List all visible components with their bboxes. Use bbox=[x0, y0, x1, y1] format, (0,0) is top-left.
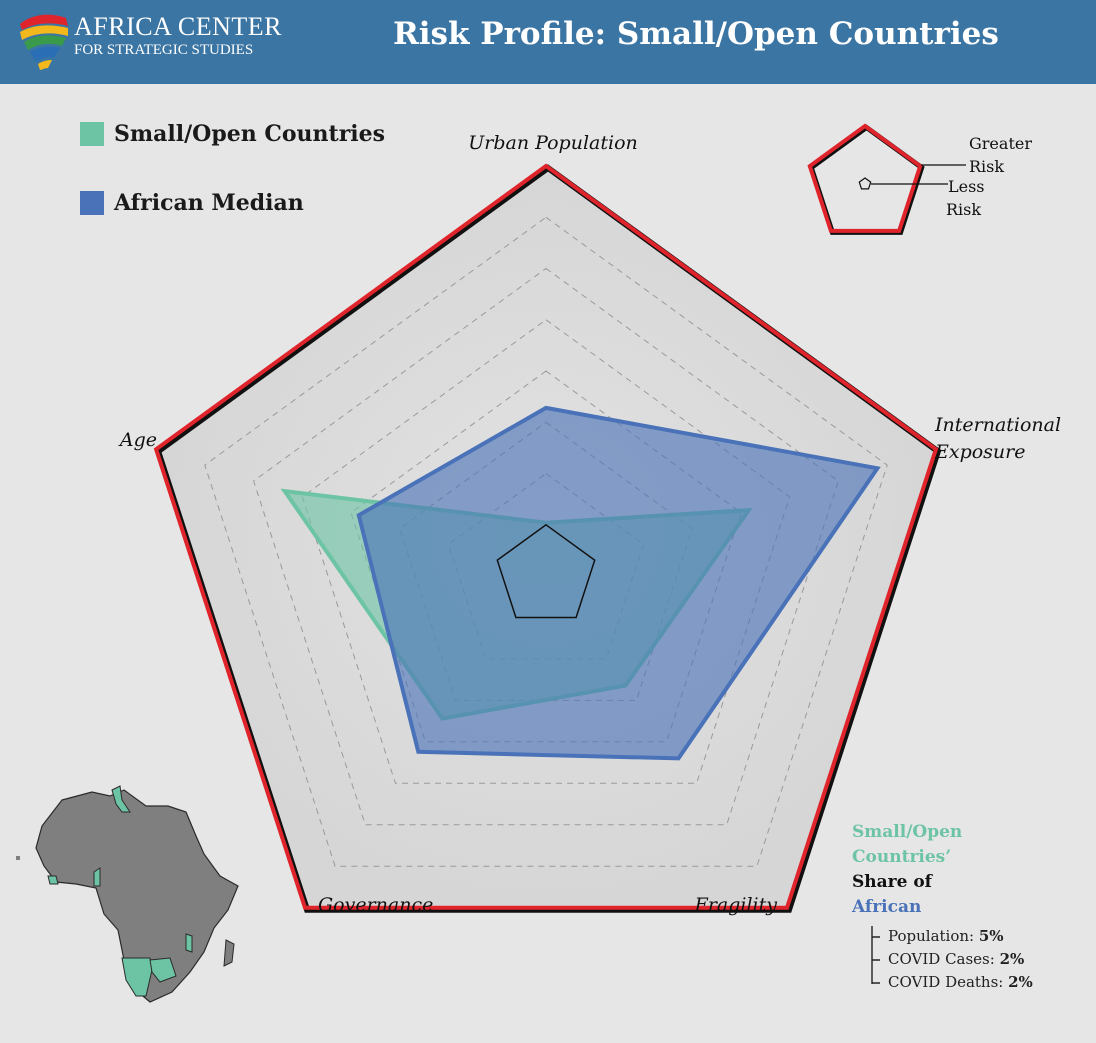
stat-covid-cases: COVID Cases: 2% bbox=[888, 950, 1024, 968]
stat-deaths-value: 2% bbox=[1008, 973, 1033, 991]
series-african-median-area bbox=[356, 405, 881, 761]
key-inner-pentagon bbox=[858, 177, 872, 190]
stat-cases-label: COVID Cases: bbox=[888, 950, 1000, 968]
legend-label-african-median: African Median bbox=[114, 190, 304, 216]
key-greater-label: Greater bbox=[969, 134, 1032, 153]
stat-cases-value: 2% bbox=[999, 950, 1025, 968]
axis-label-international-exposure: International Exposure bbox=[934, 414, 1061, 463]
africa-map-icon bbox=[16, 785, 239, 1003]
legend-label-small-open: Small/Open Countries bbox=[114, 121, 386, 147]
legend-item-african-median: African Median bbox=[80, 190, 304, 216]
share-title-line3: Share of bbox=[852, 872, 932, 892]
key-less-risk-label: Risk bbox=[946, 200, 981, 219]
share-panel: Small/Open Countries’ Share of African bbox=[852, 820, 962, 920]
page-title: Risk Profile: Small/Open Countries bbox=[393, 16, 999, 52]
legend-swatch-african-median bbox=[80, 191, 104, 215]
axis-label-fragility: Fragility bbox=[694, 894, 778, 916]
africa-logo-icon bbox=[20, 14, 68, 70]
stat-covid-deaths: COVID Deaths: 2% bbox=[888, 973, 1033, 991]
share-title-line2: Countries’ bbox=[852, 847, 952, 867]
stat-population: Population: 5% bbox=[888, 927, 1004, 945]
radar-outer-ring bbox=[153, 163, 939, 910]
key-outer-pentagon bbox=[807, 123, 923, 233]
share-bracket bbox=[871, 926, 880, 984]
org-name: AFRICA CENTER bbox=[74, 12, 283, 41]
key-less-label: Less bbox=[948, 177, 985, 196]
legend-swatch-small-open bbox=[80, 122, 104, 146]
org-subtitle: FOR STRATEGIC STUDIES bbox=[74, 42, 254, 58]
stat-population-label: Population: bbox=[888, 927, 979, 945]
stat-population-value: 5% bbox=[978, 927, 1004, 945]
key-greater-risk-label: Risk bbox=[969, 157, 1004, 176]
legend-item-small-open: Small/Open Countries bbox=[80, 121, 385, 147]
radar-grid-ring-6 bbox=[253, 267, 839, 826]
header-bar: AFRICA CENTER FOR STRATEGIC STUDIES Risk… bbox=[0, 0, 1096, 84]
axis-label-age: Age bbox=[118, 429, 157, 451]
share-title-line4: African bbox=[852, 897, 922, 917]
radar-inner-ring bbox=[496, 523, 596, 619]
radar-grid-ring-5 bbox=[301, 319, 791, 784]
axis-label-urban-population: Urban Population bbox=[468, 132, 638, 154]
share-title-line1: Small/Open bbox=[852, 822, 963, 842]
stat-deaths-label: COVID Deaths: bbox=[888, 973, 1009, 991]
axis-label-governance: Governance bbox=[318, 894, 433, 916]
